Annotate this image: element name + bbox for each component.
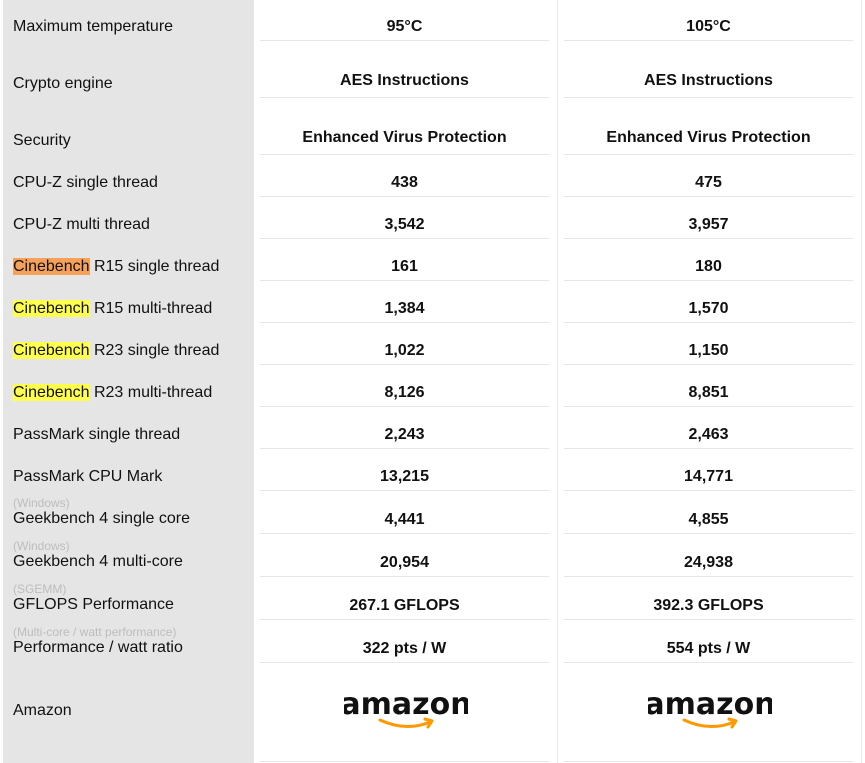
value-cell: 1,022 — [384, 342, 425, 359]
row-divider — [260, 406, 549, 407]
row-divider — [260, 662, 549, 663]
row-divider — [260, 619, 549, 620]
value-cell: 105°C — [686, 18, 731, 35]
row-divider — [564, 662, 853, 663]
row-label-gflops: (SGEMM) GFLOPS Performance — [13, 582, 174, 614]
value-cell: 3,957 — [688, 216, 729, 233]
row-divider — [564, 619, 853, 620]
value-cell: 1,384 — [384, 300, 425, 317]
value-cell: AES Instructions — [644, 72, 773, 89]
row-divider — [564, 97, 853, 98]
value-cell: 2,463 — [688, 426, 729, 443]
row-divider — [260, 196, 549, 197]
row-divider — [260, 238, 549, 239]
value-cell: 322 pts / W — [362, 640, 447, 657]
row-divider — [564, 576, 853, 577]
value-cell: 161 — [391, 258, 418, 275]
row-divider — [564, 761, 853, 762]
row-note: (Multi-core / watt performance) — [13, 625, 177, 639]
row-label-security: Security — [13, 132, 71, 149]
value-cell: 554 pts / W — [666, 640, 751, 657]
product-column-b: 105°C AES Instructions Enhanced Virus Pr… — [557, 0, 862, 763]
row-divider — [260, 533, 549, 534]
row-divider — [564, 364, 853, 365]
row-divider — [564, 196, 853, 197]
row-divider — [564, 238, 853, 239]
value-cell: 1,150 — [688, 342, 729, 359]
value-cell: 14,771 — [684, 468, 733, 485]
highlight-mark: Cinebench — [13, 258, 90, 275]
row-divider — [260, 761, 549, 762]
value-cell: 392.3 GFLOPS — [653, 597, 764, 614]
value-cell: 4,441 — [384, 511, 425, 528]
row-divider — [564, 40, 853, 41]
row-label-cpuz-multi: CPU-Z multi thread — [13, 216, 150, 233]
amazon-logo[interactable]: amazon — [254, 687, 557, 739]
row-label-amazon: Amazon — [13, 702, 72, 719]
row-divider — [260, 364, 549, 365]
value-cell: 13,215 — [380, 468, 429, 485]
value-cell: 267.1 GFLOPS — [349, 597, 460, 614]
value-cell: 3,542 — [384, 216, 425, 233]
row-divider — [564, 448, 853, 449]
row-label-cb-r23-multi: Cinebench R23 multi-thread — [13, 384, 213, 401]
product-column-a: 95°C AES Instructions Enhanced Virus Pro… — [254, 0, 557, 763]
highlight-mark: Cinebench — [13, 384, 90, 401]
row-divider — [260, 280, 549, 281]
svg-text:amazon: amazon — [648, 690, 772, 722]
row-divider — [564, 490, 853, 491]
row-label-cb-r15-multi: Cinebench R15 multi-thread — [13, 300, 213, 317]
value-cell: 95°C — [386, 18, 423, 35]
value-cell: 8,126 — [384, 384, 425, 401]
row-note: (Windows) — [13, 539, 70, 553]
row-label-geekbench-single: (Windows) Geekbench 4 single core — [13, 496, 190, 528]
value-cell: 180 — [695, 258, 722, 275]
row-divider — [564, 154, 853, 155]
row-label-cb-r23-single: Cinebench R23 single thread — [13, 342, 220, 359]
row-label-passmark-single: PassMark single thread — [13, 426, 181, 443]
value-cell: 24,938 — [684, 554, 733, 571]
row-divider — [260, 490, 549, 491]
row-divider — [260, 448, 549, 449]
row-label-perf-watt: (Multi-core / watt performance) Performan… — [13, 625, 183, 657]
row-label-max-temp: Maximum temperature — [13, 18, 174, 35]
svg-text:amazon: amazon — [344, 690, 468, 722]
value-cell: 20,954 — [380, 554, 429, 571]
value-cell: AES Instructions — [340, 72, 469, 89]
row-label-cpuz-single: CPU-Z single thread — [13, 174, 158, 191]
row-note: (SGEMM) — [13, 582, 67, 596]
value-cell: Enhanced Virus Protection — [606, 129, 811, 146]
label-column: Maximum temperature Crypto engine Securi… — [3, 0, 254, 763]
value-cell: 8,851 — [688, 384, 729, 401]
row-divider — [260, 576, 549, 577]
row-label-passmark-cpu: PassMark CPU Mark — [13, 468, 163, 485]
row-divider — [260, 322, 549, 323]
value-cell: Enhanced Virus Protection — [302, 129, 507, 146]
highlight-mark: Cinebench — [13, 300, 90, 317]
value-cell: 2,243 — [384, 426, 425, 443]
row-divider — [260, 154, 549, 155]
amazon-logo[interactable]: amazon — [558, 687, 861, 739]
row-divider — [260, 40, 549, 41]
highlight-mark: Cinebench — [13, 342, 90, 359]
row-label-cb-r15-single: Cinebench R15 single thread — [13, 258, 220, 275]
value-cell: 438 — [391, 174, 418, 191]
row-divider — [564, 322, 853, 323]
value-cell: 4,855 — [688, 511, 729, 528]
row-note: (Windows) — [13, 496, 70, 510]
row-divider — [260, 97, 549, 98]
row-label-crypto: Crypto engine — [13, 75, 113, 92]
row-divider — [564, 280, 853, 281]
amazon-logo-icon: amazon — [644, 687, 775, 729]
row-divider — [564, 406, 853, 407]
row-divider — [564, 533, 853, 534]
amazon-logo-icon: amazon — [340, 687, 471, 729]
value-cell: 1,570 — [688, 300, 729, 317]
value-cell: 475 — [695, 174, 722, 191]
row-label-geekbench-multi: (Windows) Geekbench 4 multi-core — [13, 539, 183, 571]
